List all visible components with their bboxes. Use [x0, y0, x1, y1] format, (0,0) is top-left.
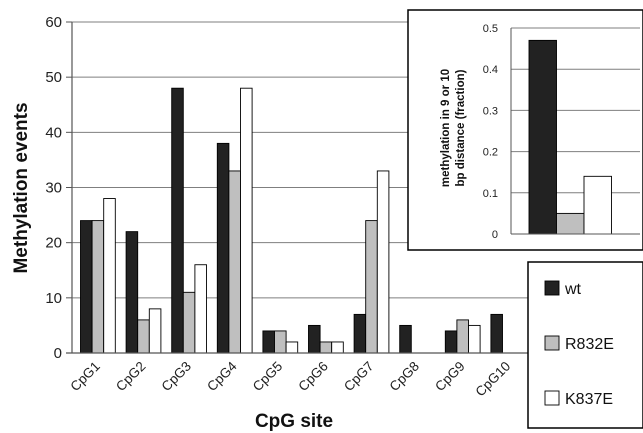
bar-R832E-CpG4	[228, 170, 241, 354]
x-tick-label: CpG8	[387, 359, 423, 395]
bar-R832E-CpG5	[274, 330, 287, 354]
bar-wt-CpG1	[80, 220, 93, 354]
bar-wt-CpG2	[125, 231, 139, 354]
x-tick-label: CpG4	[204, 358, 240, 394]
bar-K837E-CpG9	[468, 324, 481, 354]
y-tick-label: 0	[54, 345, 62, 362]
legend-label: wt	[564, 281, 582, 298]
inset-y-tick-label: 0.5	[483, 23, 498, 35]
inset-y-tick-label: 0.1	[483, 188, 498, 200]
main-gridlines	[72, 21, 528, 299]
x-tick-label: CpG7	[341, 359, 377, 395]
x-tick-label: CpG9	[432, 359, 468, 395]
inset-bar-wt	[528, 39, 557, 235]
inset-y-axis-title-text: methylation in 9 or 10 bp distance (fract…	[440, 69, 467, 187]
bar-K837E-CpG3	[194, 264, 207, 354]
bar-K837E-CpG5	[285, 341, 299, 354]
bar-R832E-CpG6	[319, 341, 333, 354]
bar-wt-CpG6	[308, 324, 321, 354]
y-tick-label: 20	[45, 235, 62, 252]
inset-y-tick-label: 0.2	[483, 147, 498, 159]
bar-wt-CpG8	[399, 324, 412, 354]
legend-label: R832E	[565, 336, 614, 353]
bar-wt-CpG3	[171, 87, 184, 354]
bar-K837E-CpG1	[103, 198, 116, 354]
inset-y-tick-labels: 0 0.1 0.2 0.3 0.4 0.5	[483, 23, 498, 241]
y-tick-label: 40	[45, 124, 62, 141]
bar-R832E-CpG3	[182, 291, 196, 354]
x-tick-label: CpG2	[113, 359, 149, 395]
bar-K837E-CpG4	[240, 87, 253, 354]
inset-y-tick-label: 0.4	[483, 64, 498, 76]
inset-axes	[510, 28, 640, 235]
bar-wt-CpG4	[216, 142, 230, 354]
inset-y-tick-label: 0	[492, 229, 498, 241]
y-tick-label: 50	[45, 69, 62, 86]
legend-swatch-K837E	[544, 390, 560, 406]
bar-K837E-CpG6	[331, 341, 344, 354]
inset-bar-R832E	[556, 212, 585, 235]
bar-R832E-CpG2	[137, 319, 150, 354]
main-y-tick-labels: 0 10 20 30 40 50 60	[45, 14, 72, 362]
bar-wt-CpG9	[444, 330, 458, 354]
y-tick-label: 30	[45, 180, 62, 197]
bar-wt-CpG5	[262, 330, 275, 354]
legend-swatch-R832E	[544, 335, 560, 351]
bar-wt-CpG10	[490, 313, 503, 354]
legend-label: K837E	[565, 391, 613, 408]
main-x-tick-labels: CpG1 CpG2 CpG3 CpG4 CpG5 CpG6 CpG7 CpG8 CpG9 CpG1…	[67, 358, 513, 399]
x-tick-label: CpG10	[472, 359, 513, 400]
x-tick-label: CpG6	[295, 359, 331, 395]
x-axis-title: CpG site	[255, 411, 333, 432]
y-tick-label: 10	[45, 290, 62, 307]
bar-K837E-CpG7	[376, 170, 390, 354]
x-tick-label: CpG5	[250, 359, 286, 395]
bar-wt-CpG7	[353, 313, 367, 354]
legend: wt R832E K837E	[544, 280, 614, 408]
y-axis-title: Methylation events	[11, 102, 32, 273]
x-tick-label: CpG1	[67, 359, 103, 395]
y-tick-label: 60	[45, 14, 62, 31]
inset-y-axis-title: methylation in 9 or 10 bp distance (fract…	[440, 69, 467, 187]
bar-K837E-CpG2	[148, 308, 162, 354]
inset-y-tick-label: 0.3	[483, 105, 498, 117]
bar-R832E-CpG7	[365, 220, 378, 354]
bar-R832E-CpG1	[91, 220, 105, 354]
x-tick-label: CpG3	[159, 359, 195, 395]
bar-R832E-CpG9	[456, 319, 469, 354]
legend-swatch-wt	[544, 280, 560, 296]
inset-bar-K837E	[583, 175, 612, 235]
